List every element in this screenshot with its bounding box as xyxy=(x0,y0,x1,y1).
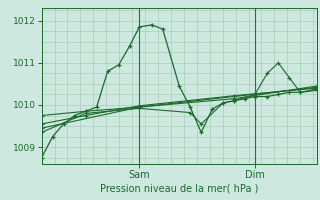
X-axis label: Pression niveau de la mer( hPa ): Pression niveau de la mer( hPa ) xyxy=(100,184,258,194)
